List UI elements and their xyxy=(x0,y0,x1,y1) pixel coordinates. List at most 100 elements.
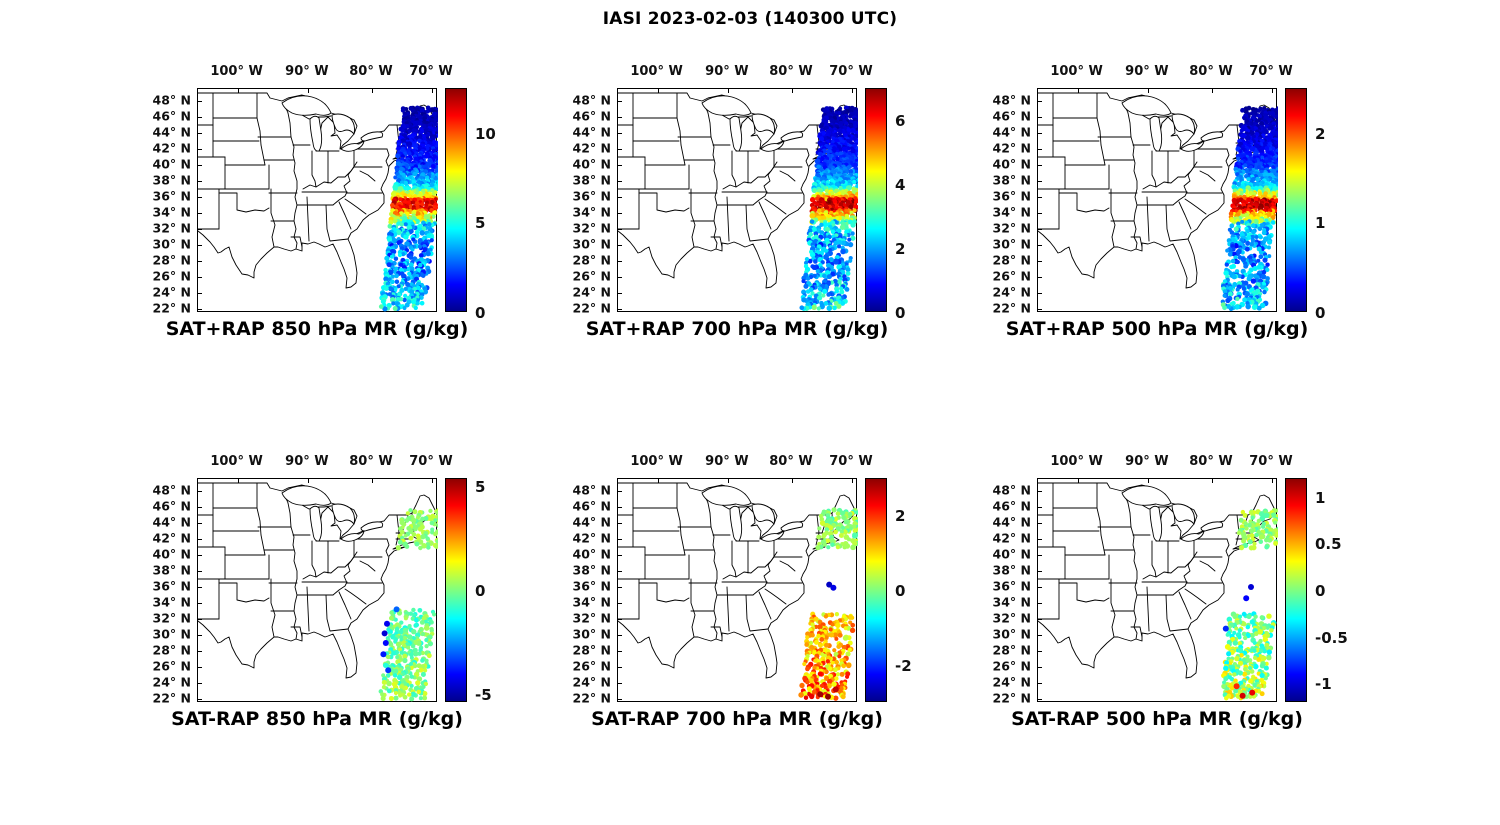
lat-tick-mark xyxy=(618,555,622,556)
lat-tick-label: 30° N xyxy=(152,626,191,642)
lat-tick-mark xyxy=(1038,133,1042,134)
lat-tick-label: 48° N xyxy=(152,482,191,498)
lat-tick-mark xyxy=(618,523,622,524)
lat-tick-label: 44° N xyxy=(152,514,191,530)
colorbar-gradient xyxy=(1286,89,1306,311)
lat-tick-label: 26° N xyxy=(152,658,191,674)
lon-tick-label: 70° W xyxy=(829,454,873,469)
lon-tick-mark xyxy=(307,89,309,93)
lon-tick-mark xyxy=(657,89,659,93)
lat-tick-label: 44° N xyxy=(572,514,611,530)
lat-tick-label: 36° N xyxy=(572,188,611,204)
lon-tick-label: 80° W xyxy=(1189,454,1233,469)
lat-tick-mark xyxy=(1038,587,1042,588)
lat-tick-mark xyxy=(198,133,202,134)
lat-tick-mark xyxy=(618,149,622,150)
lat-tick-mark xyxy=(198,149,202,150)
map-axes xyxy=(1037,88,1278,313)
colorbar-tick-label: 0 xyxy=(895,304,906,322)
colorbar-tick-label: 0 xyxy=(895,582,906,600)
map-axes xyxy=(617,88,858,313)
colorbar-tick-label: -0.5 xyxy=(1315,628,1348,647)
panel-sat-plus-rap-700: 6 4 2 0 SAT+RAP 700 hPa MR (g/kg) 100° W 90°… xyxy=(573,64,906,340)
colorbar: 2 1 0 xyxy=(1285,88,1325,322)
colorbar-gradient xyxy=(866,89,886,311)
lon-tick-mark xyxy=(792,479,793,483)
lat-tick-label: 28° N xyxy=(572,252,611,268)
colorbar-gradient xyxy=(1286,479,1306,701)
lat-tick-label: 22° N xyxy=(152,300,191,316)
lat-tick-label: 42° N xyxy=(572,140,611,156)
lat-tick-label: 32° N xyxy=(992,610,1031,626)
data-swath-canvas xyxy=(618,89,858,313)
lat-tick-label: 24° N xyxy=(152,674,191,690)
lon-tick-mark xyxy=(237,89,239,93)
lon-tick-mark xyxy=(852,89,853,93)
lat-tick-mark xyxy=(618,635,622,636)
lat-tick-label: 38° N xyxy=(572,172,611,188)
lat-tick-label: 42° N xyxy=(992,140,1031,156)
colorbar-tick-label: 5 xyxy=(475,478,486,497)
data-swath-canvas xyxy=(1038,479,1278,703)
lat-tick-mark xyxy=(1038,165,1042,166)
lat-tick-mark xyxy=(1038,555,1042,556)
lat-tick-label: 38° N xyxy=(152,562,191,578)
colorbar-tick-label: 0 xyxy=(1315,582,1326,600)
lon-tick-label: 80° W xyxy=(769,454,813,469)
lat-tick-mark xyxy=(198,245,202,246)
lat-tick-mark xyxy=(618,181,622,182)
lon-tick-label: 80° W xyxy=(1189,64,1233,79)
lon-tick-mark xyxy=(1272,89,1273,93)
lat-tick-mark xyxy=(1038,213,1042,214)
lat-tick-label: 24° N xyxy=(152,284,191,300)
lon-tick-label: 100° W xyxy=(1050,454,1103,469)
colorbar: 1 0.5 0 -0.5 -1 xyxy=(1285,478,1348,702)
map-axes xyxy=(1037,478,1278,703)
lat-tick-mark xyxy=(618,165,622,166)
lat-tick-label: 34° N xyxy=(572,594,611,610)
lat-tick-mark xyxy=(198,181,202,182)
lat-tick-mark xyxy=(198,683,202,684)
map-axes xyxy=(197,88,438,313)
lat-tick-label: 46° N xyxy=(992,498,1031,514)
lat-tick-mark xyxy=(198,523,202,524)
lat-tick-mark xyxy=(198,491,202,492)
lat-tick-mark xyxy=(1038,229,1042,230)
lat-tick-label: 44° N xyxy=(572,124,611,140)
lat-tick-mark xyxy=(198,603,202,604)
data-swath-canvas xyxy=(198,89,438,313)
lat-tick-mark xyxy=(1038,261,1042,262)
lat-tick-mark xyxy=(1038,117,1042,118)
lat-tick-mark xyxy=(198,635,202,636)
lat-tick-label: 24° N xyxy=(572,674,611,690)
lon-tick-label: 100° W xyxy=(630,64,683,79)
lat-tick-label: 36° N xyxy=(152,188,191,204)
lon-tick-label: 100° W xyxy=(1050,64,1103,79)
lat-tick-label: 48° N xyxy=(992,482,1031,498)
lon-tick-mark xyxy=(727,479,729,483)
panel-sat-minus-rap-850: 5 0 -5 SAT-RAP 850 hPa MR (g/kg) 100° W 90°… xyxy=(153,454,492,730)
lat-tick-mark xyxy=(198,261,202,262)
lat-tick-label: 36° N xyxy=(152,578,191,594)
colorbar: 10 5 0 xyxy=(445,88,496,322)
lat-tick-label: 26° N xyxy=(572,268,611,284)
lat-tick-label: 26° N xyxy=(152,268,191,284)
lat-tick-label: 28° N xyxy=(992,642,1031,658)
panel-sat-plus-rap-850: 10 5 0 SAT+RAP 850 hPa MR (g/kg) 100° W 90°… xyxy=(153,64,496,340)
lat-tick-mark xyxy=(198,587,202,588)
lon-tick-label: 90° W xyxy=(1125,454,1169,469)
lat-tick-mark xyxy=(1038,571,1042,572)
colorbar-tick-label: 2 xyxy=(1315,124,1326,143)
lat-tick-label: 42° N xyxy=(152,140,191,156)
lat-tick-label: 30° N xyxy=(152,236,191,252)
lat-tick-mark xyxy=(1038,635,1042,636)
lon-tick-label: 100° W xyxy=(210,454,263,469)
lat-tick-label: 34° N xyxy=(992,594,1031,610)
panel-title: SAT-RAP 700 hPa MR (g/kg) xyxy=(591,708,883,730)
colorbar-tick-label: 6 xyxy=(895,112,906,130)
panel-title: SAT+RAP 700 hPa MR (g/kg) xyxy=(585,318,889,340)
lat-tick-label: 46° N xyxy=(992,108,1031,124)
lat-tick-label: 36° N xyxy=(572,578,611,594)
lat-tick-label: 22° N xyxy=(572,690,611,706)
colorbar-tick-label: 2 xyxy=(895,240,906,258)
